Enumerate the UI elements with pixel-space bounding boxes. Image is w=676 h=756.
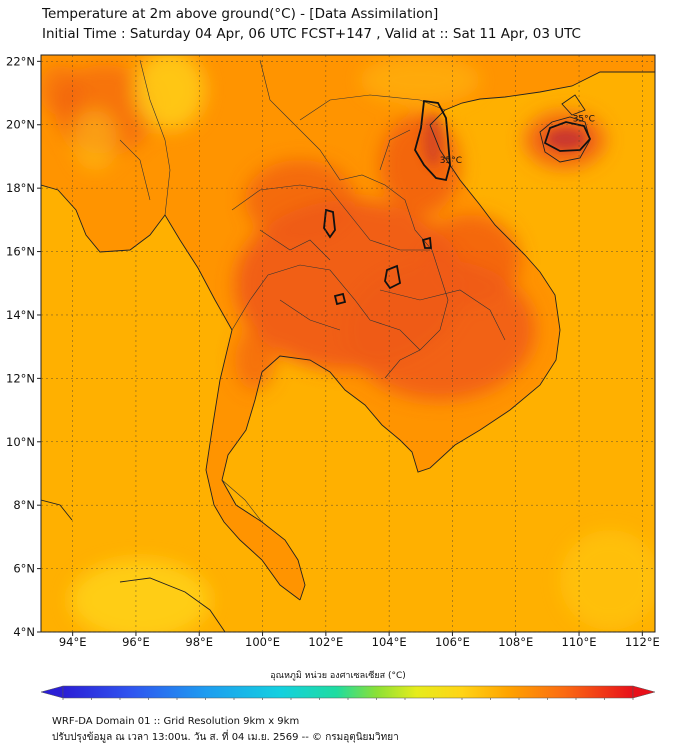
borders	[119, 59, 506, 523]
colorbar-ticks: 0246810121416182022242628303234363840	[62, 698, 634, 700]
lat-tick-label: 14°N	[6, 308, 35, 322]
lon-tick-label: 112°E	[625, 635, 660, 649]
lat-tick-label: 8°N	[13, 498, 35, 512]
lat-tick-label: 10°N	[6, 435, 35, 449]
chart-title: Temperature at 2m above ground(°C) - [Da…	[42, 6, 439, 22]
chart-subtitle: Initial Time : Saturday 04 Apr, 06 UTC F…	[42, 26, 581, 42]
lon-tick-label: 104°E	[372, 635, 407, 649]
footer-model-info: WRF-DA Domain 01 :: Grid Resolution 9km …	[52, 716, 300, 727]
heat-zones	[41, 55, 655, 632]
contour-label: 35°C	[440, 156, 462, 166]
colorbar-gradient	[62, 685, 634, 699]
colorbar-max-arrow	[632, 685, 656, 699]
footer-credit: ปรับปรุงข้อมูล ณ เวลา 13:00น. วัน ส. ที่…	[52, 732, 399, 743]
lon-tick-label: 94°E	[59, 635, 87, 649]
lat-tick-label: 18°N	[6, 181, 35, 195]
temperature-map: 35°C 35°C 94°E 96°E 98°E 100°E 102°E 104°E 106…	[6, 54, 660, 700]
lat-tick-label: 20°N	[6, 118, 35, 132]
colorbar-min-arrow	[40, 685, 64, 699]
lat-tick-label: 6°N	[13, 562, 35, 576]
lat-tick-label: 16°N	[6, 245, 35, 259]
map-frame	[40, 54, 656, 633]
lon-tick-label: 110°E	[562, 635, 597, 649]
colorbar-title: อุณหภูมิ หน่วย องศาเซลเซียส (°C)	[270, 671, 406, 681]
contour-label: 35°C	[573, 115, 595, 125]
temperature-field: 35°C 35°C	[41, 55, 655, 632]
lon-tick-label: 100°E	[245, 635, 280, 649]
lon-tick-label: 96°E	[122, 635, 150, 649]
contours-35c	[323, 99, 592, 306]
axis-ticks: 94°E 96°E 98°E 100°E 102°E 104°E 106°E 108°E 110…	[6, 54, 660, 649]
lat-tick-label: 22°N	[6, 54, 35, 68]
graticule	[41, 55, 655, 633]
hottest-zones	[423, 114, 586, 166]
lon-tick-label: 108°E	[498, 635, 533, 649]
lat-tick-label: 12°N	[6, 371, 35, 385]
lon-tick-label: 106°E	[435, 635, 470, 649]
lon-tick-label: 98°E	[185, 635, 213, 649]
colorbar: 0246810121416182022242628303234363840	[40, 685, 656, 700]
lon-tick-label: 102°E	[308, 635, 343, 649]
lat-tick-label: 4°N	[13, 625, 35, 639]
